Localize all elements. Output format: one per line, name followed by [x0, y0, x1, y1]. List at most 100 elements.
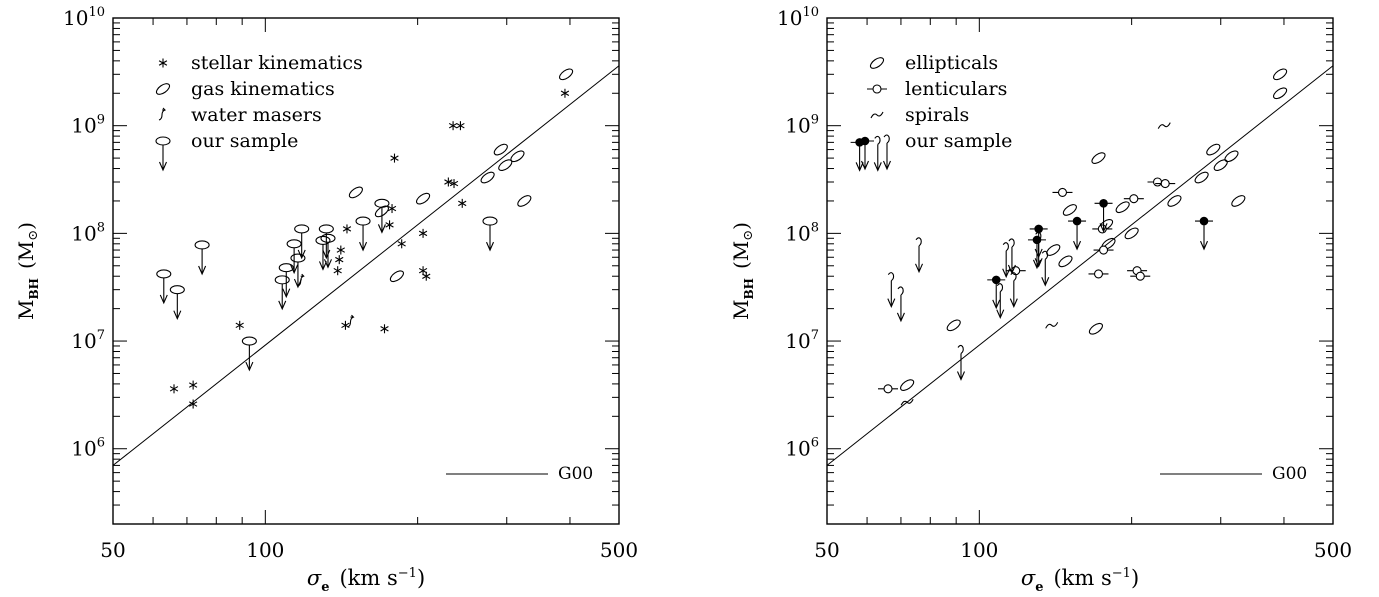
limit-ellipse [274, 275, 290, 285]
fit-key-label: G00 [558, 464, 593, 484]
point-spiral [900, 399, 914, 406]
limit-arrowhead [887, 298, 896, 308]
circle-shape [1093, 269, 1104, 279]
star-stroke [188, 382, 198, 388]
spiral-glyph [1010, 272, 1017, 282]
fit-line [826, 65, 1334, 466]
limit-arrowhead [996, 309, 1005, 320]
ellipse-shape [480, 171, 495, 184]
point-upper-limit [482, 216, 498, 252]
point-ellipse [1062, 204, 1077, 216]
point-ellipse [1224, 150, 1239, 163]
ellipse-shape [517, 195, 532, 207]
limit-arrowhead [1034, 258, 1043, 268]
point-upper-limit [169, 285, 185, 321]
filled-circle [991, 275, 1001, 285]
y-tick-exp: 10 [802, 5, 819, 20]
limit-arrowhead [318, 261, 327, 271]
limit-arrowhead [860, 160, 870, 171]
point-ellipse [517, 195, 532, 207]
ellipse-shape [1194, 171, 1209, 184]
spiral-glyph [900, 399, 914, 406]
point-circle-bar [1088, 269, 1109, 279]
point-circle-bar [1052, 187, 1073, 197]
limit-ellipse [156, 269, 172, 279]
ellipse-shape [1273, 87, 1288, 100]
point-ellipse [1273, 68, 1288, 81]
limit-arrowhead [855, 162, 864, 172]
legend-label: gas kinematics [191, 78, 335, 100]
point-star [458, 198, 467, 208]
star-stroke [458, 200, 467, 207]
point-upper-limit [320, 233, 336, 269]
point-star [449, 179, 459, 189]
limit-ellipse [169, 285, 185, 295]
limit-arrowhead [323, 259, 332, 269]
maser-glyph [347, 314, 355, 328]
point-upper-limit-spiral [1041, 250, 1050, 287]
star-stroke [385, 222, 394, 228]
limit-arrowhead [293, 278, 302, 289]
y-axis-label: MBH (M⊙) [729, 222, 756, 320]
point-ellipse [348, 186, 363, 199]
point-ellipse [374, 205, 389, 218]
limit-arrowhead [322, 249, 331, 260]
y-label-sun: ⊙ [26, 230, 41, 241]
legend-label: our sample [905, 130, 1012, 152]
legend-label: our sample [191, 130, 298, 152]
limit-ellipse [286, 239, 302, 249]
point-ellipse [1115, 201, 1130, 214]
point-star [380, 324, 389, 334]
legend-marker [158, 58, 168, 68]
ellipse-shape [946, 319, 961, 332]
point-ellipse [1273, 87, 1288, 100]
x-label-symbol: σ [307, 566, 322, 590]
x-label-close: ) [1131, 566, 1139, 590]
y-axis-label: MBH (M⊙) [14, 222, 41, 320]
y-label-sun: ⊙ [741, 230, 756, 241]
point-circle-bar [1093, 245, 1114, 255]
y-tick-base: 10 [785, 437, 810, 461]
limit-arrowhead [915, 263, 924, 274]
y-label-close: ) [14, 222, 38, 230]
point-ellipse [480, 171, 495, 184]
legend: stellar kinematics gas kinematics water ma… [155, 52, 363, 172]
star-stroke [342, 226, 352, 232]
star-stroke [188, 401, 198, 407]
point-star [341, 320, 350, 330]
spiral-glyph [996, 283, 1004, 293]
limit-ellipse [318, 224, 334, 234]
star-stroke [336, 247, 345, 253]
point-star [385, 220, 394, 230]
data-points [850, 68, 1288, 406]
y-tick-base: 10 [785, 114, 810, 138]
point-maser [347, 314, 355, 328]
x-label-sup: −1 [398, 566, 417, 581]
point-ellipse [1058, 255, 1073, 268]
legend: ellipticals lenticulars spirals our sample [856, 52, 1012, 171]
y-label-unit: (M [14, 241, 38, 269]
ellipse-shape [1058, 255, 1073, 268]
ellipse-shape [1206, 143, 1221, 156]
x-label-close: ) [417, 566, 425, 590]
spiral-glyph [1157, 122, 1171, 129]
y-tick-base: 10 [71, 329, 96, 353]
point-upper-limit [156, 269, 172, 305]
ellipse-shape [1213, 159, 1228, 172]
spiral-glyph [915, 237, 922, 247]
y-tick-base: 10 [71, 114, 96, 138]
limit-ellipse [194, 240, 210, 250]
y-tick-label: 108 [71, 220, 105, 245]
point-upper-limit [294, 224, 310, 260]
ellipse-shape [1124, 227, 1139, 240]
filled-circle [1034, 224, 1043, 234]
limit-arrowhead [1041, 277, 1050, 287]
point-circle-bar [1130, 271, 1151, 281]
y-label-sub: BH [27, 278, 41, 299]
point-star [336, 245, 345, 255]
ellipse-shape [1273, 68, 1288, 81]
limit-arrowhead [1032, 259, 1041, 270]
point-upper-limit [318, 224, 334, 260]
